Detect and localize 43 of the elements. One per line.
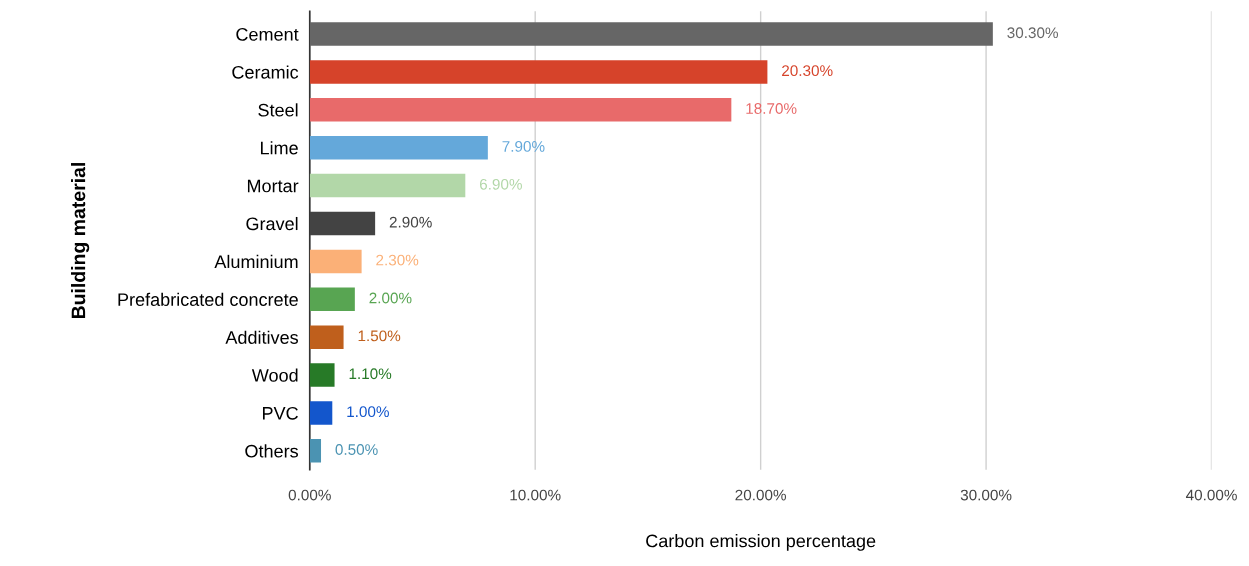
- y-tick-label: Others: [245, 444, 298, 458]
- x-tick-label: 10.00%: [510, 489, 561, 501]
- bar: [309, 363, 335, 387]
- y-tick-label: Additives: [225, 330, 298, 344]
- bar: [309, 173, 466, 198]
- data-label: 1.50%: [358, 330, 401, 342]
- bar: [309, 325, 344, 349]
- y-tick-label: Cement: [236, 27, 299, 41]
- bar: [309, 249, 362, 274]
- bar: [309, 60, 768, 84]
- y-tick-label: Lime: [260, 141, 298, 155]
- data-label: 7.90%: [502, 141, 545, 152]
- y-tick-label: Mortar: [247, 179, 299, 193]
- y-tick-label: Gravel: [246, 216, 298, 231]
- x-tick-label: 30.00%: [960, 489, 1012, 501]
- y-tick-label: Aluminium: [214, 254, 298, 269]
- data-label: 0.50%: [335, 444, 378, 455]
- x-tick-label: 20.00%: [735, 489, 787, 501]
- y-tick-label: PVC: [263, 406, 298, 420]
- bar: [309, 401, 333, 425]
- bar: [309, 439, 322, 463]
- bar: [309, 135, 488, 160]
- y-tick-label: Prefabricated concrete: [118, 292, 298, 306]
- y-tick-label: Wood: [251, 368, 298, 382]
- data-label: 6.90%: [479, 178, 522, 190]
- data-label: 1.10%: [349, 368, 392, 380]
- data-label: 20.30%: [782, 65, 833, 77]
- data-label: 18.70%: [746, 103, 797, 114]
- data-label: 2.00%: [369, 292, 412, 304]
- y-tick-label: Ceramic: [232, 65, 299, 79]
- bar: [309, 211, 376, 236]
- x-tick-label: 40.00%: [1185, 489, 1237, 501]
- y-tick-label: Steel: [258, 103, 298, 117]
- bar: [309, 98, 732, 122]
- data-label: 1.00%: [347, 406, 389, 418]
- bar: [309, 287, 355, 312]
- x-axis-title: Carbon emission percentage: [646, 534, 876, 551]
- bar: [309, 22, 993, 46]
- data-label: 2.30%: [376, 254, 419, 266]
- y-axis-title: Building material: [71, 163, 90, 319]
- data-label: 30.30%: [1007, 27, 1059, 39]
- data-label: 2.90%: [389, 216, 432, 228]
- x-tick-label: 0.00%: [288, 489, 331, 501]
